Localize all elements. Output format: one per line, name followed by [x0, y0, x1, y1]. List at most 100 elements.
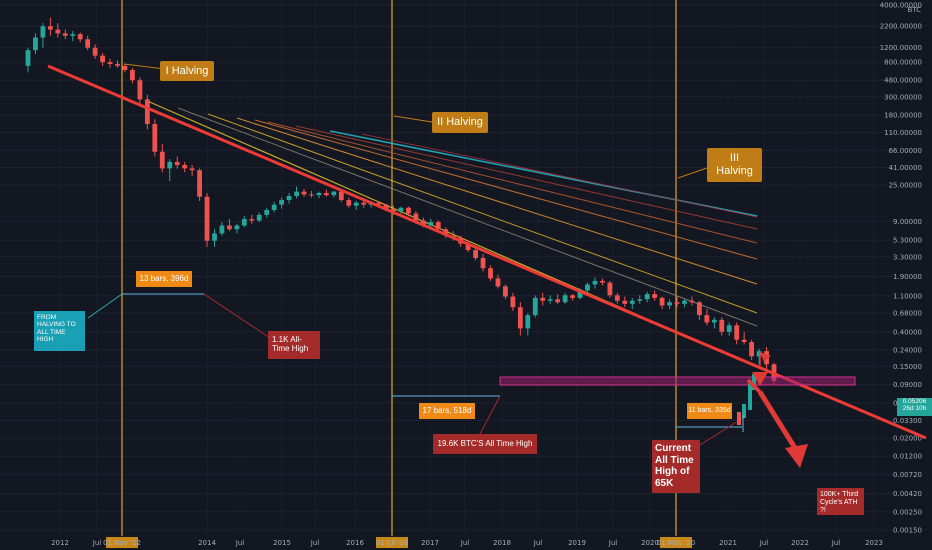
x-tick-label: 2014 [198, 539, 216, 547]
candle-body [144, 99, 150, 124]
candle-body [652, 294, 658, 298]
ath-1-label: 1.1K All-Time High [268, 331, 320, 359]
y-tick-label: 1.90000 [893, 273, 922, 281]
candle-body [697, 302, 702, 316]
x-tick-label: 01 May '20 [657, 539, 696, 547]
x-tick-label: 2023 [865, 539, 883, 547]
candle-body [435, 222, 441, 230]
from-halving-text: FROM HALVING TO ALL TIME HIGH [37, 314, 76, 344]
candle-body [62, 33, 68, 36]
candle-body [189, 168, 195, 171]
x-tick-label: Jul [92, 539, 102, 547]
x-tick-label: 2021 [719, 539, 737, 547]
candle-body [249, 219, 255, 221]
candle-body [473, 250, 478, 259]
candle-body [219, 225, 225, 234]
candle-body [152, 123, 158, 152]
main-trendline [47, 64, 927, 440]
candle-body [555, 299, 561, 303]
candle-body [174, 161, 180, 166]
y-tick-label: 3.30000 [893, 253, 922, 261]
resistance-zone [499, 376, 856, 386]
candle-body [241, 219, 247, 226]
fan-trendline [177, 107, 758, 327]
y-tick-label: 0.02000 [893, 435, 922, 443]
candle-body [689, 300, 695, 303]
candle-body [294, 191, 299, 196]
candle-body [286, 195, 292, 201]
y-unit-label: BTC [907, 6, 921, 14]
candle-body [271, 204, 277, 210]
current-ath-label: Current All Time High of 65K [652, 440, 700, 493]
candle-body [100, 55, 105, 63]
x-tick-label: 01 Nov '12 [103, 539, 141, 547]
x-tick-label: Jul [235, 539, 245, 547]
candle-body [406, 207, 411, 214]
y-tick-label: 180.00000 [884, 112, 922, 120]
candle-body [711, 319, 717, 323]
candle-body [614, 295, 620, 301]
y-tick-label: 800.00000 [884, 59, 922, 67]
halving-1-label: I Halving [160, 61, 214, 81]
halving-3-text: III Halving [716, 152, 753, 177]
candle-body [734, 325, 740, 340]
candle-body [316, 192, 322, 196]
y-tick-label: 2200.00000 [880, 23, 922, 31]
recent-candle [737, 412, 741, 425]
candle-body [495, 278, 501, 287]
candle-body [353, 202, 359, 206]
candle-body [577, 290, 583, 298]
fan-trendline [207, 113, 758, 314]
fan-trendline [295, 125, 758, 230]
candle-body [324, 192, 329, 196]
candle-body [510, 296, 516, 308]
y-tick-label: 41.00000 [889, 164, 922, 172]
candle-body [197, 170, 202, 197]
candle-body [204, 196, 210, 241]
last-price-value: 0.05206 [902, 398, 927, 405]
candle-body [25, 50, 31, 66]
y-tick-label: 0.03300 [893, 417, 922, 425]
candle-body [130, 70, 135, 81]
recent-candle [748, 382, 752, 410]
third-cycle-text: 100K+ Third Cycle's ATH ?! [820, 491, 859, 515]
candle-body [107, 62, 113, 64]
ath-1-text: 1.1K All-Time High [272, 335, 309, 354]
from-halving-label: FROM HALVING TO ALL TIME HIGH [34, 311, 85, 351]
candle-body [585, 284, 590, 291]
projection-segment-2 [757, 390, 798, 450]
candle-body [376, 202, 382, 205]
range-label-2: 17 bars, 518d [419, 403, 475, 419]
candle-body [279, 200, 285, 205]
y-tick-label: 480.00000 [884, 77, 922, 85]
y-tick-label: 25.00000 [889, 182, 922, 190]
halving-date-badge [660, 537, 692, 548]
y-tick-label: 66.00000 [889, 147, 922, 155]
y-tick-label: 5.30000 [893, 237, 922, 245]
y-tick-label: 0.68000 [893, 309, 922, 317]
candle-body [443, 229, 449, 236]
from-halving-pointer [87, 293, 123, 319]
last-price-label: 0.05206 26d 10h [897, 398, 932, 416]
recent-candle [742, 404, 746, 418]
recent-candle [752, 374, 756, 390]
candle-body [756, 351, 762, 357]
candle-body [570, 295, 575, 298]
x-tick-label: 2012 [51, 539, 69, 547]
candle-body [547, 299, 553, 301]
candle-body [137, 80, 143, 100]
x-tick-label: 2019 [568, 539, 586, 547]
x-tick-label: 01 Jul '16 [376, 539, 409, 547]
halving-3-pointer [677, 167, 708, 179]
candle-body [540, 297, 546, 301]
candle-body [256, 214, 262, 221]
halving-3-label: III Halving [707, 148, 762, 182]
candle-body [659, 297, 665, 306]
halving-1-text: I Halving [165, 64, 209, 77]
x-tick-label: 2022 [791, 539, 809, 547]
candle-body [667, 302, 672, 306]
y-tick-label: 1200.00000 [880, 44, 922, 52]
halving-2-label: II Halving [432, 112, 488, 133]
candle-body [234, 225, 240, 230]
x-tick-label: 2018 [493, 539, 511, 547]
